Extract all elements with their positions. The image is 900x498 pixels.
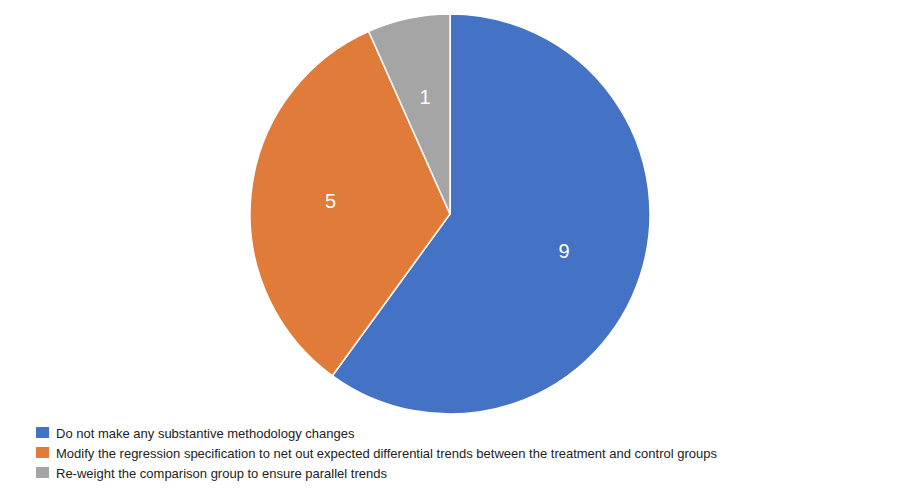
legend-item: Re-weight the comparison group to ensure… bbox=[36, 466, 387, 481]
legend: Do not make any substantive methodology … bbox=[36, 426, 717, 481]
legend-swatch bbox=[36, 467, 49, 478]
data-label: 5 bbox=[325, 190, 336, 212]
data-label: 1 bbox=[419, 86, 430, 108]
chart: 9 5 1 Do not make any substantive methodolo… bbox=[0, 0, 900, 498]
legend-label: Modify the regression specification to n… bbox=[56, 446, 717, 461]
data-label: 9 bbox=[559, 240, 570, 262]
legend-label: Re-weight the comparison group to ensure… bbox=[56, 466, 387, 481]
legend-item: Modify the regression specification to n… bbox=[36, 446, 717, 461]
legend-swatch bbox=[36, 447, 49, 458]
data-labels: 9 5 1 bbox=[325, 86, 570, 262]
pie bbox=[250, 14, 650, 414]
legend-item: Do not make any substantive methodology … bbox=[36, 426, 355, 441]
pie-slice bbox=[369, 14, 450, 214]
legend-label: Do not make any substantive methodology … bbox=[56, 426, 355, 441]
legend-swatch bbox=[36, 427, 49, 438]
